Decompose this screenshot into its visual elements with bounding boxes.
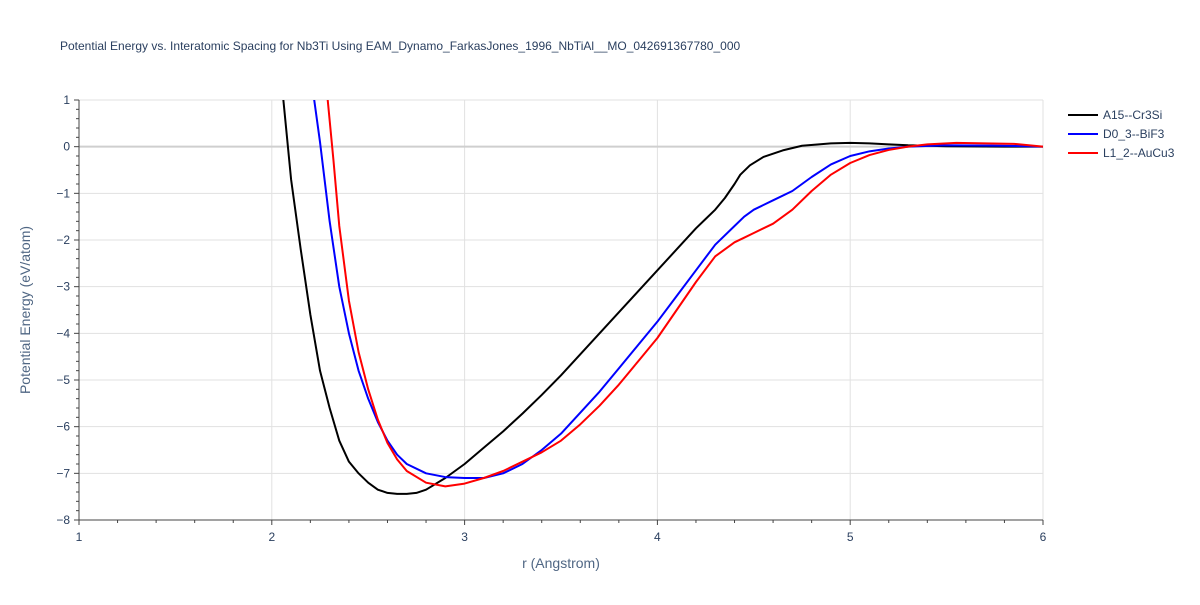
grid-layer <box>79 99 1044 520</box>
axis-layer: 1 2 3 4 5 6 −8 −7 −6 −5 −4 −3 −2 −1 0 1 <box>56 93 1046 544</box>
legend-label: D0_3--BiF3 <box>1103 127 1165 141</box>
x-tick-label: 3 <box>461 530 468 544</box>
y-tick-label: −5 <box>56 373 70 387</box>
legend[interactable]: A15--Cr3Si D0_3--BiF3 L1_2--AuCu3 <box>1068 108 1175 160</box>
y-tick-label: −2 <box>56 233 70 247</box>
series-layer <box>282 100 1043 495</box>
y-tick-label: −7 <box>56 466 70 480</box>
legend-item[interactable]: A15--Cr3Si <box>1068 108 1162 122</box>
x-tick-label: 5 <box>847 530 854 544</box>
series-line-d0-3-bif3 <box>313 100 1043 479</box>
legend-label: A15--Cr3Si <box>1103 108 1162 122</box>
x-tick-label: 6 <box>1040 530 1047 544</box>
x-axis-title: r (Angstrom) <box>522 555 600 571</box>
x-tick-label: 4 <box>654 530 661 544</box>
series-line-l1-2-aucu3 <box>326 100 1043 488</box>
x-tick-label: 2 <box>268 530 275 544</box>
legend-label: L1_2--AuCu3 <box>1103 146 1175 160</box>
y-tick-label: −1 <box>56 186 70 200</box>
y-tick-label: 0 <box>63 140 70 154</box>
y-tick-label: 1 <box>63 93 70 107</box>
series-line-a15-cr3si <box>282 100 1043 495</box>
y-tick-label: −3 <box>56 280 70 294</box>
x-tick-label: 1 <box>76 530 83 544</box>
y-tick-label: −4 <box>56 326 70 340</box>
legend-item[interactable]: L1_2--AuCu3 <box>1068 146 1175 160</box>
y-tick-label: −6 <box>56 420 70 434</box>
legend-item[interactable]: D0_3--BiF3 <box>1068 127 1165 141</box>
y-tick-label: −8 <box>56 513 70 527</box>
chart-title: Potential Energy vs. Interatomic Spacing… <box>60 39 740 53</box>
y-axis-title: Potential Energy (eV/atom) <box>17 226 33 394</box>
